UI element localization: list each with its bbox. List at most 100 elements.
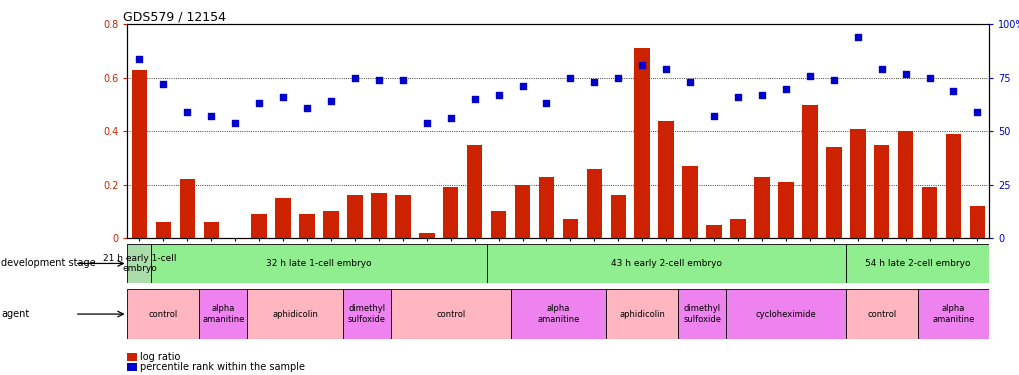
Bar — [873, 145, 889, 238]
Point — [346, 75, 363, 81]
Bar — [678, 289, 726, 339]
Point — [753, 92, 769, 98]
Point — [561, 75, 578, 81]
Text: control: control — [149, 310, 178, 319]
Point — [227, 120, 244, 126]
Bar — [467, 145, 482, 238]
Bar — [657, 121, 674, 238]
Bar — [275, 198, 290, 238]
Text: percentile rank within the sample: percentile rank within the sample — [140, 362, 305, 372]
Point — [418, 120, 434, 126]
Point — [682, 79, 698, 85]
Point — [730, 94, 746, 100]
Text: alpha
amanitine: alpha amanitine — [202, 304, 245, 324]
Bar — [845, 244, 988, 283]
Bar — [127, 244, 151, 283]
Bar — [442, 188, 459, 238]
Bar — [682, 166, 697, 238]
Point — [897, 70, 913, 76]
Text: log ratio: log ratio — [140, 352, 180, 362]
Point — [299, 105, 315, 111]
Bar — [156, 222, 171, 238]
Bar — [299, 214, 315, 238]
Bar — [726, 289, 845, 339]
Text: aphidicolin: aphidicolin — [272, 310, 318, 319]
Bar — [323, 211, 338, 238]
Text: GDS579 / 12154: GDS579 / 12154 — [123, 10, 226, 23]
Bar — [538, 177, 553, 238]
Bar — [634, 48, 649, 238]
Point — [872, 66, 889, 72]
Bar — [586, 169, 601, 238]
Bar — [490, 211, 505, 238]
Point — [849, 34, 865, 40]
Point — [394, 77, 411, 83]
Point — [203, 113, 219, 119]
Bar — [610, 195, 626, 238]
Bar — [127, 289, 199, 339]
Text: cycloheximide: cycloheximide — [755, 310, 815, 319]
Point — [609, 75, 626, 81]
Bar — [969, 206, 984, 238]
Text: 21 h early 1-cell
embryo: 21 h early 1-cell embryo — [103, 254, 176, 273]
Bar — [562, 219, 578, 238]
Bar — [199, 289, 247, 339]
Text: agent: agent — [1, 309, 30, 319]
Text: control: control — [866, 310, 896, 319]
Point — [801, 73, 817, 79]
Bar — [897, 131, 912, 238]
Point — [968, 109, 984, 115]
Bar — [204, 222, 219, 238]
Bar — [179, 179, 195, 238]
Bar — [251, 214, 267, 238]
Bar — [342, 289, 390, 339]
Text: development stage: development stage — [1, 258, 96, 268]
Text: aphidicolin: aphidicolin — [619, 310, 664, 319]
Bar — [346, 195, 363, 238]
Bar — [801, 105, 817, 238]
Text: alpha
amanitine: alpha amanitine — [931, 304, 974, 324]
Bar — [730, 219, 745, 238]
Bar — [151, 244, 486, 283]
Bar — [394, 195, 411, 238]
Bar — [486, 244, 845, 283]
Bar — [371, 193, 386, 238]
Bar — [419, 233, 434, 238]
Bar — [605, 289, 678, 339]
Point — [466, 96, 482, 102]
Bar — [945, 134, 960, 238]
Bar — [390, 289, 511, 339]
Point — [370, 77, 386, 83]
Text: dimethyl
sulfoxide: dimethyl sulfoxide — [683, 304, 720, 324]
Bar — [515, 185, 530, 238]
Bar — [131, 70, 147, 238]
Point — [490, 92, 506, 98]
Text: 54 h late 2-cell embryo: 54 h late 2-cell embryo — [864, 259, 969, 268]
Point — [514, 83, 530, 89]
Point — [323, 98, 339, 104]
Text: control: control — [436, 310, 465, 319]
Point — [824, 77, 841, 83]
Bar — [825, 147, 841, 238]
Point — [920, 75, 936, 81]
Bar — [845, 289, 917, 339]
Text: dimethyl
sulfoxide: dimethyl sulfoxide — [347, 304, 385, 324]
Point — [945, 88, 961, 94]
Point — [155, 81, 171, 87]
Point — [586, 79, 602, 85]
Bar — [753, 177, 769, 238]
Point — [275, 94, 291, 100]
Point — [634, 62, 650, 68]
Text: 43 h early 2-cell embryo: 43 h early 2-cell embryo — [610, 259, 721, 268]
Bar — [247, 289, 342, 339]
Point — [131, 56, 148, 62]
Point — [179, 109, 196, 115]
Bar — [777, 182, 793, 238]
Point — [442, 116, 459, 122]
Bar — [511, 289, 605, 339]
Text: alpha
amanitine: alpha amanitine — [537, 304, 579, 324]
Point — [776, 86, 793, 92]
Point — [251, 100, 267, 106]
Bar — [849, 129, 865, 238]
Point — [538, 100, 554, 106]
